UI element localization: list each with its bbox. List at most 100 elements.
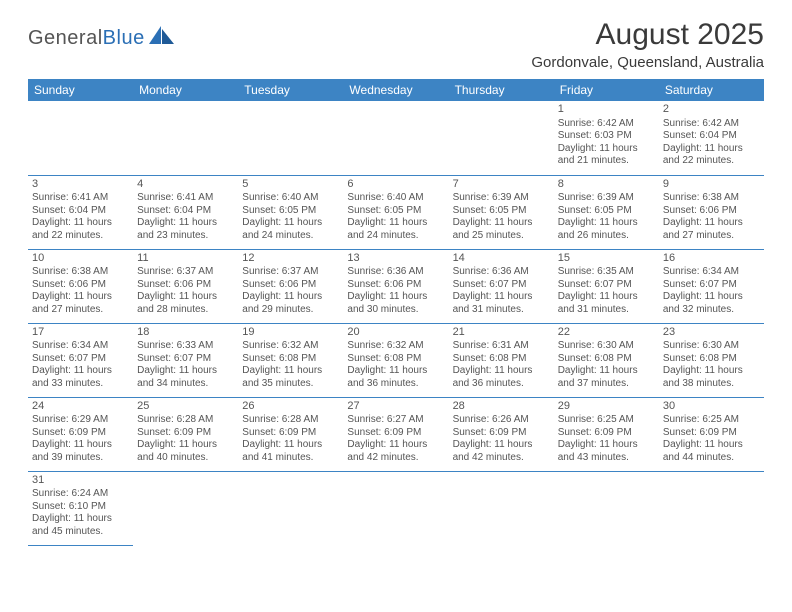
sunrise-line: Sunrise: 6:42 AM: [663, 118, 760, 131]
hours-word: hours: [505, 365, 533, 376]
hours-word: hours: [610, 439, 638, 450]
sunset-value: 6:09 PM: [700, 427, 737, 438]
day-number: 21: [453, 326, 550, 340]
sunrise-label: Sunrise:: [137, 266, 176, 277]
calendar-row: 17Sunrise: 6:34 AMSunset: 6:07 PMDayligh…: [28, 323, 764, 397]
daylight-hours: 11: [494, 291, 504, 302]
sunset-label: Sunset:: [558, 279, 595, 290]
sunrise-value: 6:40 AM: [282, 192, 319, 203]
sunset-line: Sunset: 6:07 PM: [663, 279, 760, 292]
sunset-line: Sunset: 6:08 PM: [347, 353, 444, 366]
daylight-minutes: 27: [51, 304, 62, 315]
hours-word: hours: [715, 291, 743, 302]
day-number: 2: [663, 103, 760, 117]
sunset-line: Sunset: 6:09 PM: [242, 427, 339, 440]
daylight-minutes: 25: [472, 230, 483, 241]
daylight-minutes: 37: [577, 378, 588, 389]
daylight-label: Daylight:: [558, 365, 600, 376]
day-number: 26: [242, 400, 339, 414]
daylight-hours: 11: [389, 439, 399, 450]
sunset-value: 6:06 PM: [384, 279, 421, 290]
sunrise-value: 6:37 AM: [177, 266, 214, 277]
daylight-minutes: 30: [367, 304, 378, 315]
daylight-hours: 11: [179, 291, 189, 302]
daylight-minutes: 42: [472, 452, 483, 463]
hours-word: hours: [610, 217, 638, 228]
minutes-word: minutes.: [273, 230, 314, 241]
calendar-cell: 11Sunrise: 6:37 AMSunset: 6:06 PMDayligh…: [133, 249, 238, 323]
sunset-line: Sunset: 6:09 PM: [347, 427, 444, 440]
day-number: 19: [242, 326, 339, 340]
day-number: 25: [137, 400, 234, 414]
minutes-word: minutes.: [693, 452, 734, 463]
calendar-cell-empty: [28, 101, 133, 175]
daylight-line: Daylight: 11 hours and 43 minutes.: [558, 439, 655, 464]
and-word: and: [32, 230, 51, 241]
daylight-hours: 11: [705, 439, 715, 450]
minutes-word: minutes.: [63, 526, 104, 537]
hours-word: hours: [84, 291, 112, 302]
sunrise-label: Sunrise:: [663, 340, 702, 351]
day-number: 30: [663, 400, 760, 414]
and-word: and: [663, 230, 682, 241]
and-word: and: [663, 452, 682, 463]
hours-word: hours: [715, 217, 743, 228]
hours-word: hours: [400, 439, 428, 450]
daylight-line: Daylight: 11 hours and 45 minutes.: [32, 513, 129, 538]
sunrise-line: Sunrise: 6:32 AM: [347, 340, 444, 353]
daylight-line: Daylight: 11 hours and 35 minutes.: [242, 365, 339, 390]
daylight-label: Daylight:: [558, 143, 600, 154]
hours-word: hours: [505, 439, 533, 450]
hours-word: hours: [84, 365, 112, 376]
sunset-value: 6:09 PM: [174, 427, 211, 438]
sunset-label: Sunset:: [663, 205, 700, 216]
minutes-word: minutes.: [588, 155, 629, 166]
minutes-word: minutes.: [168, 452, 209, 463]
sunset-label: Sunset:: [663, 427, 700, 438]
daylight-line: Daylight: 11 hours and 21 minutes.: [558, 143, 655, 168]
daylight-hours: 11: [179, 439, 189, 450]
sunrise-line: Sunrise: 6:33 AM: [137, 340, 234, 353]
calendar-cell: 3Sunrise: 6:41 AMSunset: 6:04 PMDaylight…: [28, 175, 133, 249]
sunrise-line: Sunrise: 6:41 AM: [32, 192, 129, 205]
daylight-minutes: 21: [577, 155, 588, 166]
hours-word: hours: [294, 217, 322, 228]
sunset-label: Sunset:: [558, 353, 595, 364]
daylight-line: Daylight: 11 hours and 44 minutes.: [663, 439, 760, 464]
sunset-label: Sunset:: [453, 205, 490, 216]
minutes-word: minutes.: [378, 304, 419, 315]
sunset-value: 6:08 PM: [384, 353, 421, 364]
sunrise-line: Sunrise: 6:29 AM: [32, 414, 129, 427]
minutes-word: minutes.: [273, 378, 314, 389]
daylight-label: Daylight:: [558, 217, 600, 228]
sunset-value: 6:04 PM: [700, 130, 737, 141]
calendar-cell: 22Sunrise: 6:30 AMSunset: 6:08 PMDayligh…: [554, 323, 659, 397]
sunset-line: Sunset: 6:06 PM: [663, 205, 760, 218]
sunset-label: Sunset:: [137, 279, 174, 290]
daylight-hours: 11: [494, 365, 504, 376]
sunrise-label: Sunrise:: [453, 340, 492, 351]
daylight-label: Daylight:: [453, 217, 495, 228]
header: GeneralBlue August 2025 Gordonvale, Quee…: [28, 18, 764, 71]
minutes-word: minutes.: [273, 452, 314, 463]
daylight-line: Daylight: 11 hours and 39 minutes.: [32, 439, 129, 464]
sunrise-label: Sunrise:: [558, 192, 597, 203]
sunrise-value: 6:27 AM: [387, 414, 424, 425]
daylight-hours: 11: [389, 291, 399, 302]
hours-word: hours: [505, 291, 533, 302]
day-header: Saturday: [659, 79, 764, 101]
daylight-minutes: 42: [367, 452, 378, 463]
daylight-line: Daylight: 11 hours and 31 minutes.: [453, 291, 550, 316]
daylight-minutes: 35: [262, 378, 273, 389]
calendar-cell: 31Sunrise: 6:24 AMSunset: 6:10 PMDayligh…: [28, 471, 133, 545]
day-number: 7: [453, 178, 550, 192]
daylight-hours: 11: [599, 439, 609, 450]
sunset-line: Sunset: 6:09 PM: [137, 427, 234, 440]
sunrise-line: Sunrise: 6:31 AM: [453, 340, 550, 353]
day-number: 12: [242, 252, 339, 266]
daylight-line: Daylight: 11 hours and 30 minutes.: [347, 291, 444, 316]
daylight-minutes: 36: [472, 378, 483, 389]
day-number: 11: [137, 252, 234, 266]
sunrise-label: Sunrise:: [32, 192, 71, 203]
calendar-row: 3Sunrise: 6:41 AMSunset: 6:04 PMDaylight…: [28, 175, 764, 249]
